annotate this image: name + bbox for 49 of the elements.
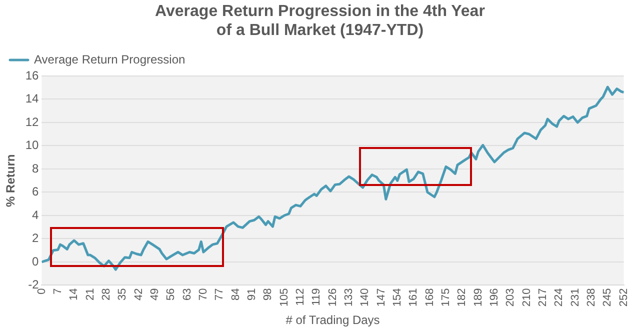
y-tick-label: 6 xyxy=(32,184,40,199)
y-tick-label: 16 xyxy=(25,68,40,82)
x-tick-label: 133 xyxy=(342,288,355,307)
x-tick-label: 14 xyxy=(68,288,80,300)
x-tick-label: 196 xyxy=(488,288,500,307)
x-tick-label: 161 xyxy=(408,288,420,307)
x-tick-label: 49 xyxy=(148,288,161,300)
x-tick-label: 98 xyxy=(262,288,274,300)
x-tick-label: 56 xyxy=(165,288,178,300)
x-tick-label: 21 xyxy=(84,288,96,300)
x-tick-label: 84 xyxy=(230,288,242,300)
x-tick-label: 252 xyxy=(618,288,630,307)
y-tick-label: 14 xyxy=(25,92,40,106)
x-tick-label: 175 xyxy=(440,288,452,307)
y-axis-title: % Return xyxy=(4,154,18,207)
x-tick-label: 182 xyxy=(456,288,468,307)
legend-label: Average Return Progression xyxy=(34,52,186,66)
x-tick-label: 70 xyxy=(197,288,210,300)
x-tick-label: 105 xyxy=(278,288,290,307)
x-tick-label: 28 xyxy=(100,288,112,300)
x-tick-label: 63 xyxy=(181,288,194,300)
y-tick-label: 4 xyxy=(32,208,40,222)
chart-title: Average Return Progression in the 4th Year of a Bull Market (1947-YTD) xyxy=(154,2,486,40)
x-tick-label: 189 xyxy=(472,288,484,307)
x-tick-label: 231 xyxy=(569,288,582,307)
x-tick-label: 147 xyxy=(375,288,388,307)
x-tick-label: 168 xyxy=(424,288,436,307)
x-tick-label: 245 xyxy=(602,288,614,307)
y-tick-label: 12 xyxy=(25,114,40,129)
x-tick-label: 140 xyxy=(359,288,372,307)
y-tick-label: 0 xyxy=(32,254,40,268)
x-tick-label: 42 xyxy=(132,288,145,300)
x-tick-label: 91 xyxy=(246,288,258,300)
y-tick-label: 10 xyxy=(25,138,40,152)
x-tick-label: 112 xyxy=(294,288,306,306)
x-tick-label: 119 xyxy=(310,288,323,306)
x-tick-label: 35 xyxy=(116,288,129,300)
y-tick-label: 8 xyxy=(32,161,40,176)
x-tick-label: 238 xyxy=(585,288,598,307)
x-tick-label: 217 xyxy=(536,288,549,307)
x-tick-label: 203 xyxy=(504,288,517,307)
x-tick-label: 77 xyxy=(214,288,226,300)
x-tick-label: 126 xyxy=(326,288,339,307)
x-axis-title: # of Trading Days xyxy=(286,313,380,328)
x-tick-label: 210 xyxy=(520,288,533,307)
x-tick-label: 7 xyxy=(52,288,64,294)
x-tick-label: 224 xyxy=(553,288,566,307)
x-tick-label: 154 xyxy=(391,288,404,307)
y-tick-label: 2 xyxy=(32,231,40,246)
